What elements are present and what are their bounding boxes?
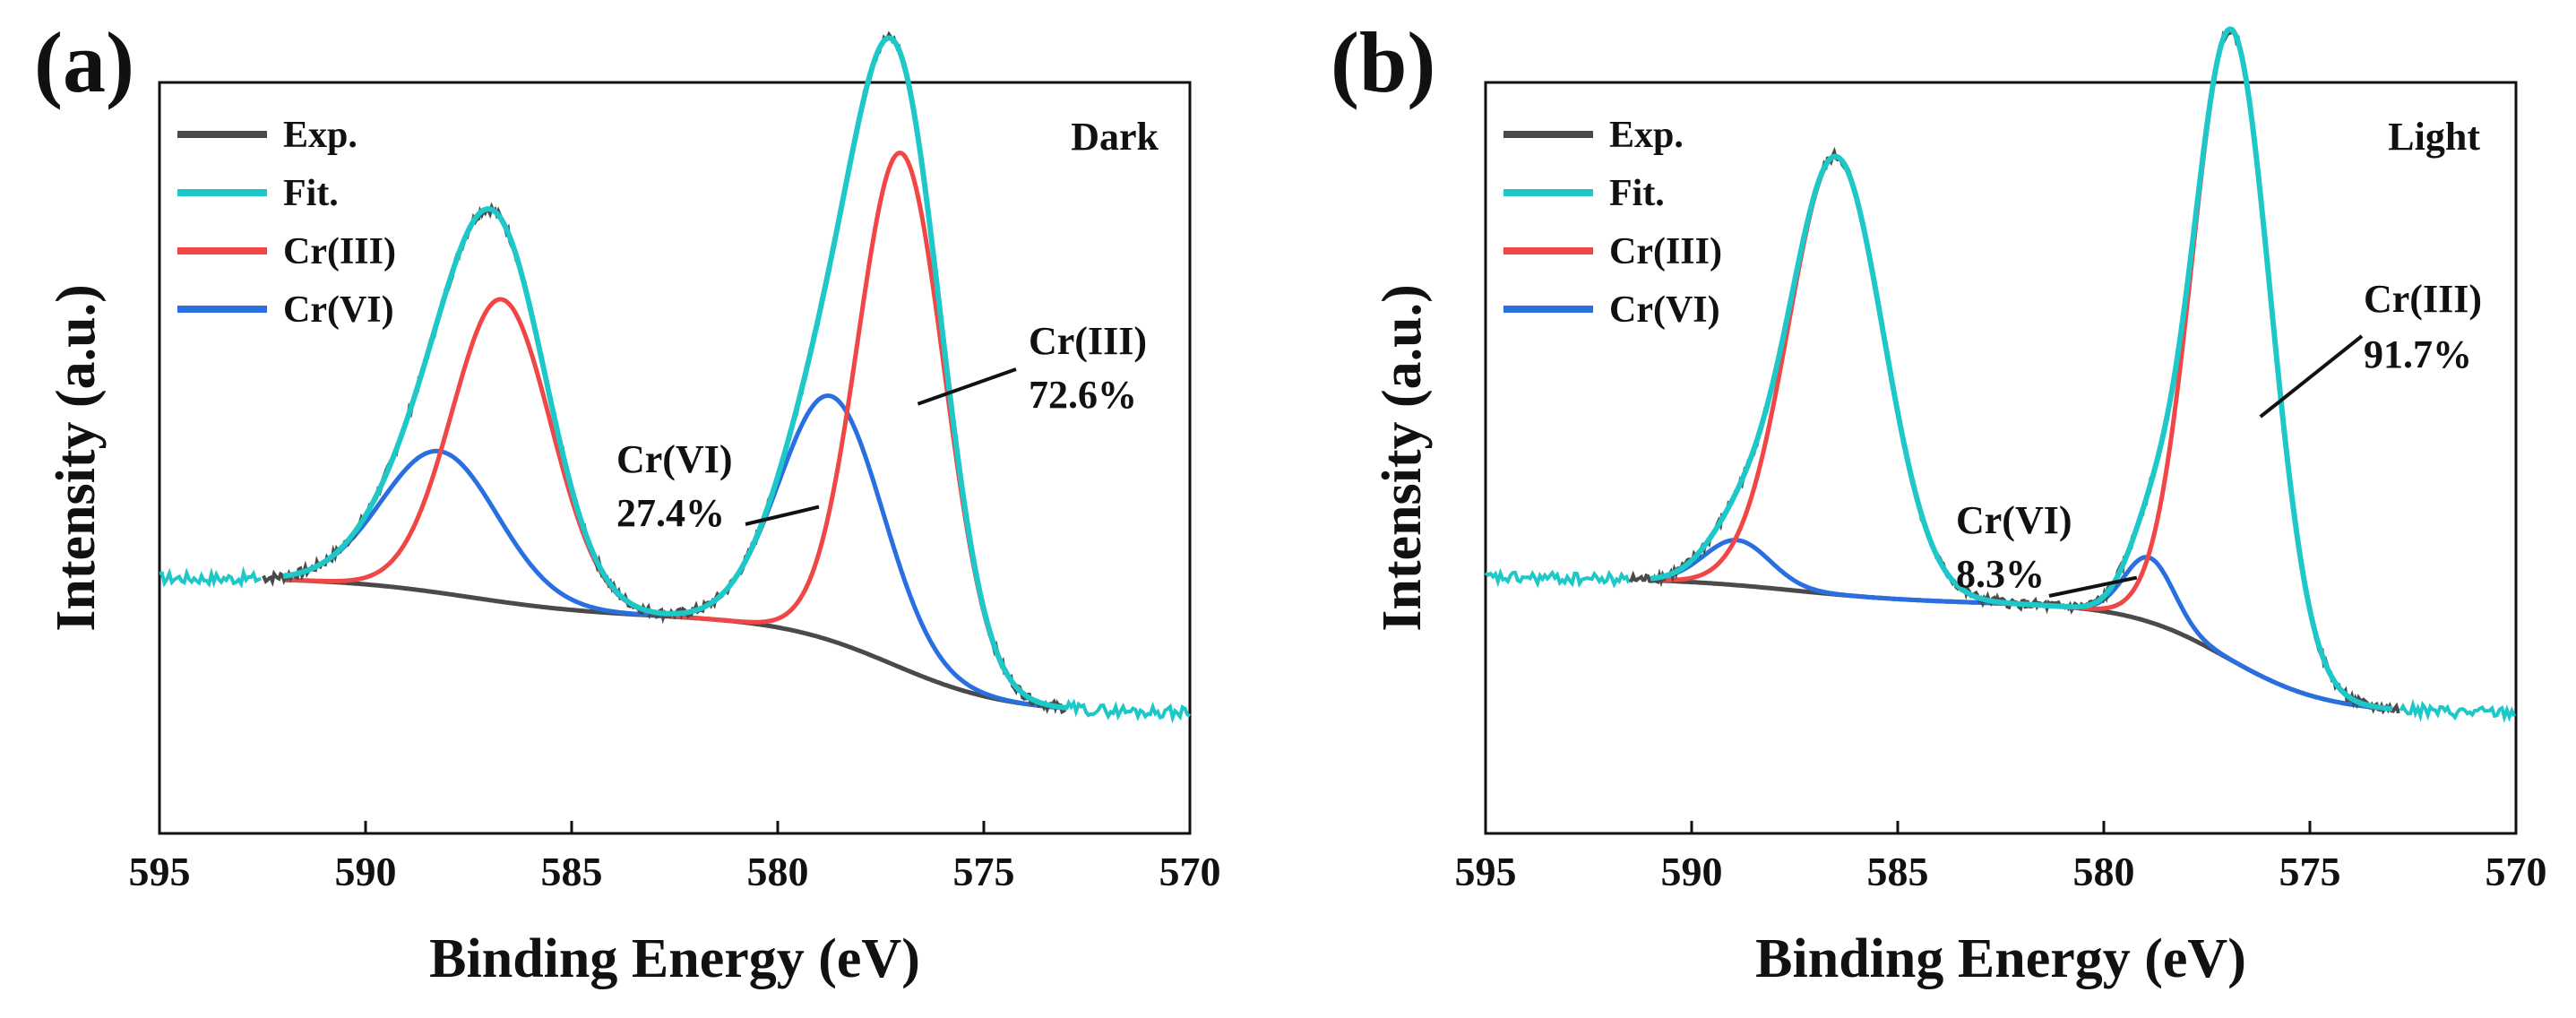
condition-label-a: Dark [1071, 115, 1159, 159]
annotation-cr6-a: Cr(VI) 27.4% [616, 437, 820, 535]
annotation-cr6-value-b: 8.3% [1956, 552, 2045, 596]
plot-frame-a [158, 81, 1192, 835]
exp-tail-left [159, 565, 262, 589]
legend-label-fit: Fit. [1609, 173, 1665, 214]
curves-a [159, 30, 1192, 724]
annotation-cr6-leader-b [2048, 575, 2138, 598]
annotation-cr6-label-b: Cr(VI) [1956, 498, 2072, 542]
exp-tail-left [1484, 567, 1631, 589]
x-tick-label: 595 [1455, 849, 1517, 894]
x-tick-label: 590 [1661, 849, 1723, 894]
x-tick-label: 580 [2073, 849, 2135, 894]
legend-label-exp: Exp. [1609, 115, 1684, 156]
y-axis-title-a: Intensity (a.u.) [46, 284, 107, 632]
legend-label-cr3: Cr(III) [1609, 231, 1722, 272]
panel-b: (b) 595 590 585 580 575 570 Binding Energy (e… [1331, 14, 2547, 989]
exp-tail-right [2399, 698, 2517, 723]
annotation-cr6-label-a: Cr(VI) [616, 437, 733, 481]
x-tick-label: 580 [747, 849, 809, 894]
x-tick-label: 585 [1867, 849, 1929, 894]
condition-label-b: Light [2388, 115, 2480, 159]
x-axis-title-a: Binding Energy (eV) [429, 928, 920, 989]
x-tick-label: 570 [2486, 849, 2547, 894]
annotation-cr3-leader-b [2259, 334, 2364, 418]
curves-b [1484, 26, 2517, 723]
x-axis-title-b: Binding Energy (eV) [1755, 928, 2246, 989]
annotation-cr3-a: Cr(III) 72.6% [917, 319, 1147, 417]
experimental-line [1628, 28, 2400, 715]
annotation-cr3-leader-a [917, 367, 1017, 406]
legend-a: Exp. Fit. Cr(III) Cr(VI) [177, 115, 396, 331]
background-line [282, 577, 1067, 711]
x-tick-label: 585 [541, 849, 603, 894]
annotation-cr3-value-a: 72.6% [1029, 373, 1137, 417]
annotation-cr3-label-b: Cr(III) [2364, 277, 2482, 321]
legend-label-cr3: Cr(III) [283, 231, 396, 272]
x-tick-label: 590 [335, 849, 397, 894]
legend-label-cr6: Cr(VI) [283, 289, 394, 331]
x-tick-label: 575 [953, 849, 1015, 894]
panel-letter-a: (a) [34, 14, 134, 110]
x-ticks-b: 595 590 585 580 575 570 [1455, 821, 2547, 894]
y-axis-title-b: Intensity (a.u.) [1372, 284, 1433, 632]
fit-line [1650, 26, 2393, 712]
x-tick-label: 595 [129, 849, 191, 894]
legend-label-cr6: Cr(VI) [1609, 289, 1720, 331]
exp-tail-right [1064, 698, 1192, 724]
legend-b: Exp. Fit. Cr(III) Cr(VI) [1503, 115, 1722, 331]
annotation-cr3-b: Cr(III) 91.7% [2259, 277, 2482, 418]
x-tick-label: 570 [1159, 849, 1221, 894]
annotation-cr6-b: Cr(VI) 8.3% [1956, 498, 2138, 598]
panel-letter-b: (b) [1331, 14, 1435, 110]
plot-frame-b [1484, 81, 2518, 835]
x-ticks-a: 595 590 585 580 575 570 [129, 821, 1221, 894]
fit-line [282, 35, 1067, 711]
legend-label-exp: Exp. [283, 115, 358, 156]
annotation-cr6-value-a: 27.4% [616, 491, 725, 535]
annotation-cr3-label-a: Cr(III) [1029, 319, 1147, 363]
legend-label-fit: Fit. [283, 173, 339, 214]
annotation-cr6-leader-a [745, 505, 820, 526]
panel-a: (a) 595 590 585 580 575 570 Binding Energy (e… [34, 14, 1221, 989]
annotation-cr3-value-b: 91.7% [2364, 332, 2472, 376]
x-tick-label: 575 [2279, 849, 2341, 894]
